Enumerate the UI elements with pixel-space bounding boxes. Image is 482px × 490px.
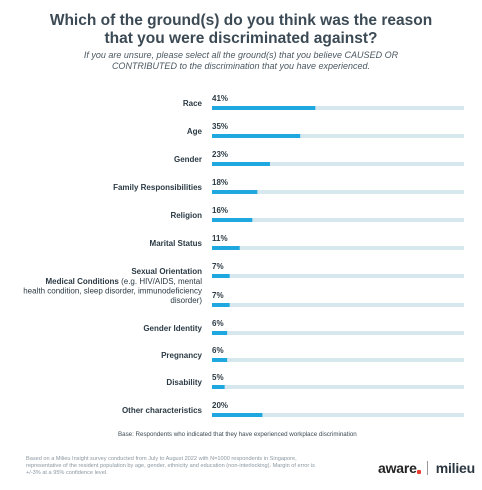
- category-label: Pregnancy: [161, 351, 202, 360]
- category-label: Age: [187, 127, 203, 136]
- bar-row: Medical Conditions (e.g. HIV/AIDS, menta…: [23, 277, 464, 307]
- bar-track: [212, 303, 464, 307]
- value-label: 6%: [212, 319, 224, 328]
- value-label: 41%: [212, 94, 228, 103]
- chart-title-line-1: Which of the ground(s) do you think was …: [49, 12, 433, 29]
- logo-divider: [426, 461, 428, 475]
- bar-track: [212, 162, 464, 166]
- category-label-line: health condition, sleep disorder, immuno…: [23, 287, 202, 296]
- category-label-name: Medical Conditions: [46, 277, 120, 286]
- bar-track: [212, 385, 464, 389]
- bar: [212, 218, 253, 222]
- bar-row: Religion 16%: [170, 206, 464, 222]
- base-note: Base: Respondents who indicated that the…: [118, 431, 357, 438]
- value-label: 7%: [212, 262, 224, 271]
- chart-subtitle: If you are unsure, please select all the…: [30, 50, 452, 72]
- bar-track: [212, 413, 464, 417]
- bar-track: [212, 331, 464, 335]
- value-label: 6%: [212, 346, 224, 355]
- bar: [212, 134, 301, 138]
- footnote-line-2: representative of the resident populatio…: [26, 463, 315, 469]
- bar-row: Race 41%: [183, 94, 464, 110]
- bar: [212, 274, 230, 278]
- bar-row: Sexual Orientation 7%: [131, 262, 464, 278]
- value-label: 18%: [212, 178, 228, 187]
- bar-row: Family Responsibilities 18%: [113, 178, 464, 194]
- category-label: Race: [183, 99, 203, 108]
- milieu-logo: milieu: [435, 460, 475, 476]
- category-label-line: Medical Conditions (e.g. HIV/AIDS, menta…: [46, 277, 203, 286]
- bar-row: Gender Identity 6%: [143, 319, 464, 335]
- logos: aware milieu: [378, 458, 475, 478]
- bar: [212, 162, 270, 166]
- chart-title-line-2: that you were discriminated against?: [104, 30, 378, 47]
- chart-subtitle-line-1: If you are unsure, please select all the…: [83, 50, 399, 60]
- value-label: 11%: [212, 234, 228, 243]
- bar-track: [212, 190, 464, 194]
- methodology-footnote: Based on a Milieu Insight survey conduct…: [26, 456, 356, 477]
- aware-logo-text: aware: [378, 460, 417, 476]
- bar: [212, 358, 228, 362]
- value-label: 5%: [212, 373, 224, 382]
- chart-title: Which of the ground(s) do you think was …: [0, 12, 482, 48]
- bar: [212, 246, 240, 250]
- category-label-line: disorder): [170, 296, 202, 305]
- category-label: Medical Conditions (e.g. HIV/AIDS, menta…: [23, 277, 202, 305]
- bar-track: [212, 106, 464, 110]
- category-label: Disability: [166, 378, 202, 387]
- bar-row: Other characteristics 20%: [122, 401, 464, 417]
- bar-chart: Race 41% Age 35% Gender 23% Family Responsibil…: [23, 94, 464, 417]
- bar-row: Age 35%: [187, 122, 464, 138]
- bar: [212, 413, 263, 417]
- bar-track: [212, 274, 464, 278]
- footnote-line-1: Based on a Milieu Insight survey conduct…: [26, 456, 297, 462]
- chart-subtitle-line-2: CONTRIBUTED to the discrimination that y…: [111, 61, 371, 71]
- category-label: Family Responsibilities: [113, 183, 202, 192]
- value-label: 35%: [212, 122, 228, 131]
- aware-logo-mark: [416, 470, 421, 474]
- category-label: Religion: [170, 211, 202, 220]
- bar-track: [212, 218, 464, 222]
- bar: [212, 331, 228, 335]
- bar-track: [212, 246, 464, 250]
- category-label: Sexual Orientation: [131, 267, 202, 276]
- bar-row: Gender 23%: [174, 150, 464, 166]
- value-label: 16%: [212, 206, 228, 215]
- category-label-note: (e.g. HIV/AIDS, mental: [119, 277, 202, 286]
- category-label: Gender: [174, 155, 202, 164]
- category-label: Other characteristics: [122, 406, 203, 415]
- bar-track: [212, 134, 464, 138]
- aware-logo: aware: [378, 460, 421, 476]
- bar-row: Disability 5%: [166, 373, 464, 389]
- category-label: Marital Status: [150, 239, 203, 248]
- bar: [212, 106, 316, 110]
- value-label: 20%: [212, 401, 228, 410]
- bar-row: Marital Status 11%: [150, 234, 464, 250]
- footnote-line-3: +/-3% at a 95% confidence level.: [26, 470, 108, 476]
- bar-track: [212, 358, 464, 362]
- value-label: 7%: [212, 291, 224, 300]
- category-label: Gender Identity: [143, 324, 202, 333]
- bar-row: Pregnancy 6%: [161, 346, 464, 362]
- value-label: 23%: [212, 150, 228, 159]
- bar: [212, 385, 225, 389]
- bar: [212, 303, 230, 307]
- bar: [212, 190, 258, 194]
